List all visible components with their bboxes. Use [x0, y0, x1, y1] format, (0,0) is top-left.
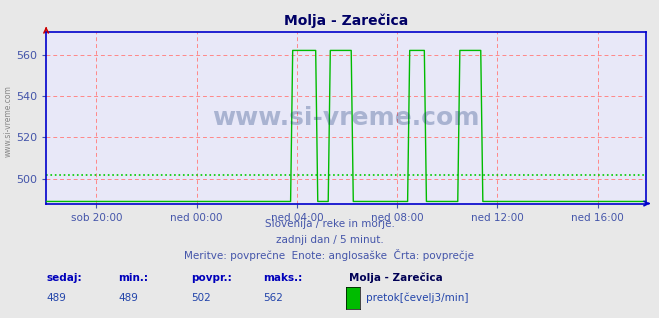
Text: zadnji dan / 5 minut.: zadnji dan / 5 minut. [275, 235, 384, 245]
Text: Slovenija / reke in morje.: Slovenija / reke in morje. [264, 219, 395, 229]
Text: 562: 562 [264, 293, 283, 302]
Text: 489: 489 [46, 293, 66, 302]
Text: sedaj:: sedaj: [46, 273, 82, 283]
Text: povpr.:: povpr.: [191, 273, 232, 283]
Text: www.si-vreme.com: www.si-vreme.com [3, 85, 13, 157]
Text: maks.:: maks.: [264, 273, 303, 283]
Text: Molja - Zarečica: Molja - Zarečica [349, 273, 443, 283]
Title: Molja - Zarečica: Molja - Zarečica [284, 13, 408, 28]
Text: Meritve: povprečne  Enote: anglosaške  Črta: povprečje: Meritve: povprečne Enote: anglosaške Črt… [185, 249, 474, 261]
Text: www.si-vreme.com: www.si-vreme.com [212, 106, 480, 130]
Text: 502: 502 [191, 293, 211, 302]
Text: min.:: min.: [119, 273, 149, 283]
Text: 489: 489 [119, 293, 138, 302]
Text: pretok[čevelj3/min]: pretok[čevelj3/min] [366, 292, 469, 302]
